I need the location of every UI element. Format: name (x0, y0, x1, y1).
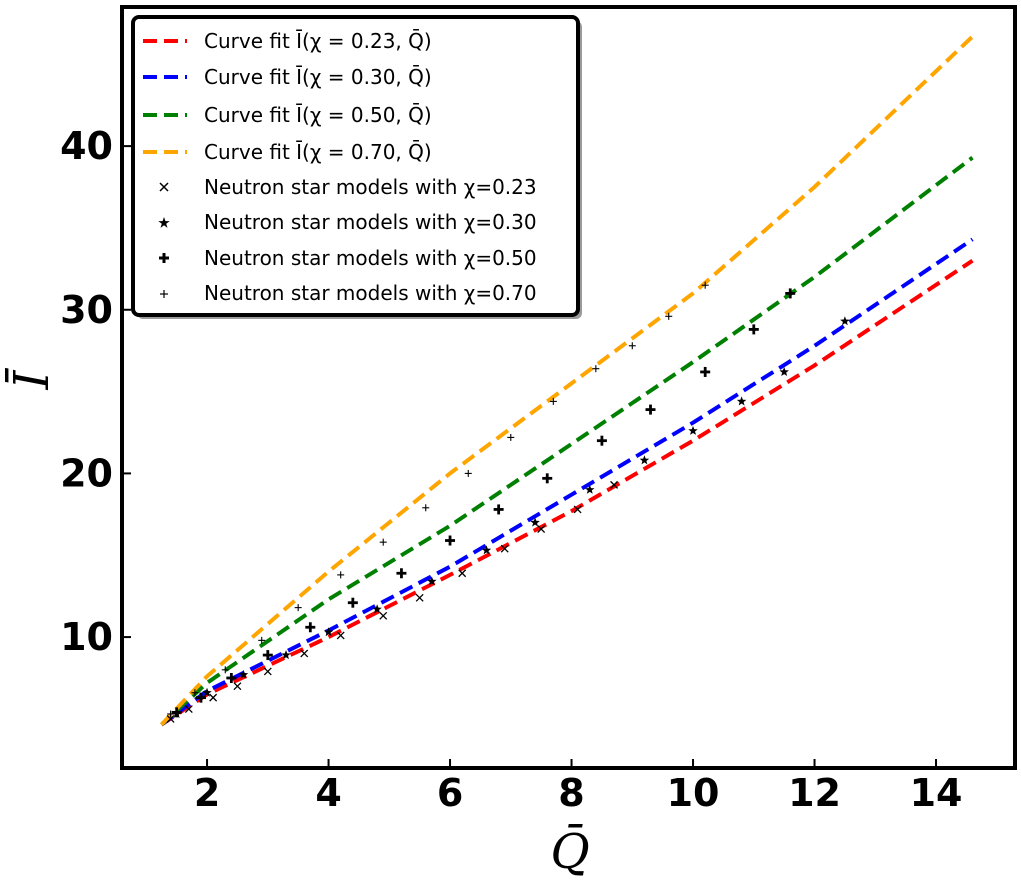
data-point-series-3 (665, 312, 673, 320)
data-point-series-1 (372, 604, 382, 614)
data-point-series-2 (226, 672, 237, 683)
data-point-series-3 (592, 365, 600, 373)
fit-line-1 (160, 237, 974, 727)
x-tick-label: 10 (667, 771, 720, 815)
axis-ticks: 2 4 6 8 10 12 14 10 20 30 40 (60, 124, 962, 815)
legend-label-models-030: Neutron star models with χ=0.30 (204, 210, 537, 234)
data-point-series-1 (427, 576, 437, 586)
data-point-series-2 (445, 535, 456, 546)
data-point-series-2 (396, 568, 407, 579)
data-point-series-3 (464, 469, 472, 477)
data-point-series-3 (167, 710, 175, 718)
data-point-series-3 (422, 504, 430, 512)
data-point-series-0 (336, 631, 345, 640)
data-point-series-0 (209, 693, 218, 702)
legend-label-fit-030: Curve fit Ī(χ = 0.30, Q̄) (204, 64, 432, 89)
data-point-series-3 (191, 689, 199, 697)
data-point-series-1 (639, 455, 650, 465)
legend-label-fit-070: Curve fit Ī(χ = 0.70, Q̄) (204, 139, 432, 164)
data-point-series-2 (195, 692, 206, 703)
data-point-series-1 (238, 669, 249, 679)
data-point-series-1 (530, 517, 540, 527)
data-point-series-0 (610, 480, 619, 489)
data-point-series-2 (493, 504, 504, 515)
scatter-markers (166, 281, 850, 723)
data-point-series-1 (481, 545, 492, 555)
data-point-series-2 (748, 324, 759, 335)
data-point-series-3 (379, 538, 387, 546)
legend: Curve fit Ī(χ = 0.23, Q̄) Curve fit Ī(χ … (131, 15, 582, 319)
data-point-series-1 (202, 687, 212, 697)
legend-swatch-bold-plus-marker (159, 253, 169, 263)
y-tick-label: 30 (60, 288, 113, 332)
x-axis-label: Q̄ (550, 822, 589, 880)
data-point-series-2 (542, 473, 553, 484)
data-point-series-1 (779, 367, 789, 376)
data-point-series-2 (305, 622, 316, 633)
data-point-series-3 (258, 636, 266, 644)
y-tick-label: 20 (60, 451, 113, 495)
legend-swatch-star-marker (158, 217, 170, 228)
data-point-series-3 (549, 397, 557, 405)
legend-box (131, 15, 580, 317)
data-point-series-3 (701, 281, 709, 289)
data-point-series-2 (262, 650, 273, 661)
data-point-series-1 (323, 627, 334, 637)
data-point-series-0 (233, 682, 242, 691)
data-point-series-2 (645, 404, 656, 415)
data-point-series-0 (300, 649, 309, 658)
data-point-series-1 (840, 316, 850, 326)
data-point-series-2 (596, 435, 607, 446)
x-tick-label: 4 (315, 771, 341, 815)
fit-line-3 (160, 35, 974, 726)
fit-line-0 (160, 259, 974, 727)
data-point-series-1 (281, 650, 291, 660)
legend-label-models-023: Neutron star models with χ=0.23 (204, 175, 537, 199)
legend-swatch-plus-marker (160, 290, 168, 298)
data-point-series-2 (347, 597, 358, 608)
y-tick-label: 10 (60, 615, 113, 659)
plot-frame (120, 5, 1017, 770)
fit-line-2 (160, 156, 974, 727)
data-point-series-0 (537, 525, 546, 534)
data-point-series-3 (294, 604, 302, 612)
data-point-series-2 (700, 366, 711, 377)
legend-label-fit-050: Curve fit Ī(χ = 0.50, Q̄) (204, 102, 432, 127)
data-point-series-1 (688, 425, 698, 435)
legend-swatch-x-marker (159, 182, 169, 192)
data-point-series-1 (736, 396, 747, 406)
data-point-series-2 (785, 288, 796, 299)
data-point-series-3 (507, 433, 515, 441)
fit-lines (160, 35, 974, 727)
x-tick-label: 2 (194, 771, 220, 815)
data-point-series-3 (221, 666, 229, 674)
legend-label-models-070: Neutron star models with χ=0.70 (204, 281, 537, 305)
data-point-series-0 (415, 593, 424, 602)
legend-label-models-050: Neutron star models with χ=0.50 (204, 246, 537, 270)
x-tick-label: 12 (788, 771, 841, 815)
data-point-series-0 (500, 544, 509, 553)
legend-label-fit-023: Curve fit Ī(χ = 0.23, Q̄) (204, 28, 432, 53)
data-point-series-0 (573, 505, 582, 514)
data-point-series-3 (628, 342, 636, 350)
y-tick-label: 40 (60, 124, 113, 168)
data-point-series-0 (184, 705, 193, 714)
x-tick-label: 8 (558, 771, 584, 815)
data-point-series-0 (263, 667, 272, 676)
data-point-series-1 (585, 484, 595, 494)
data-point-series-2 (171, 707, 182, 718)
data-point-series-3 (337, 571, 345, 579)
data-point-series-0 (379, 611, 388, 620)
data-point-series-0 (458, 569, 467, 578)
x-tick-label: 6 (437, 771, 463, 815)
y-axis-label: Ī (4, 367, 60, 390)
x-tick-label: 14 (910, 771, 963, 815)
data-point-series-0 (166, 714, 175, 723)
